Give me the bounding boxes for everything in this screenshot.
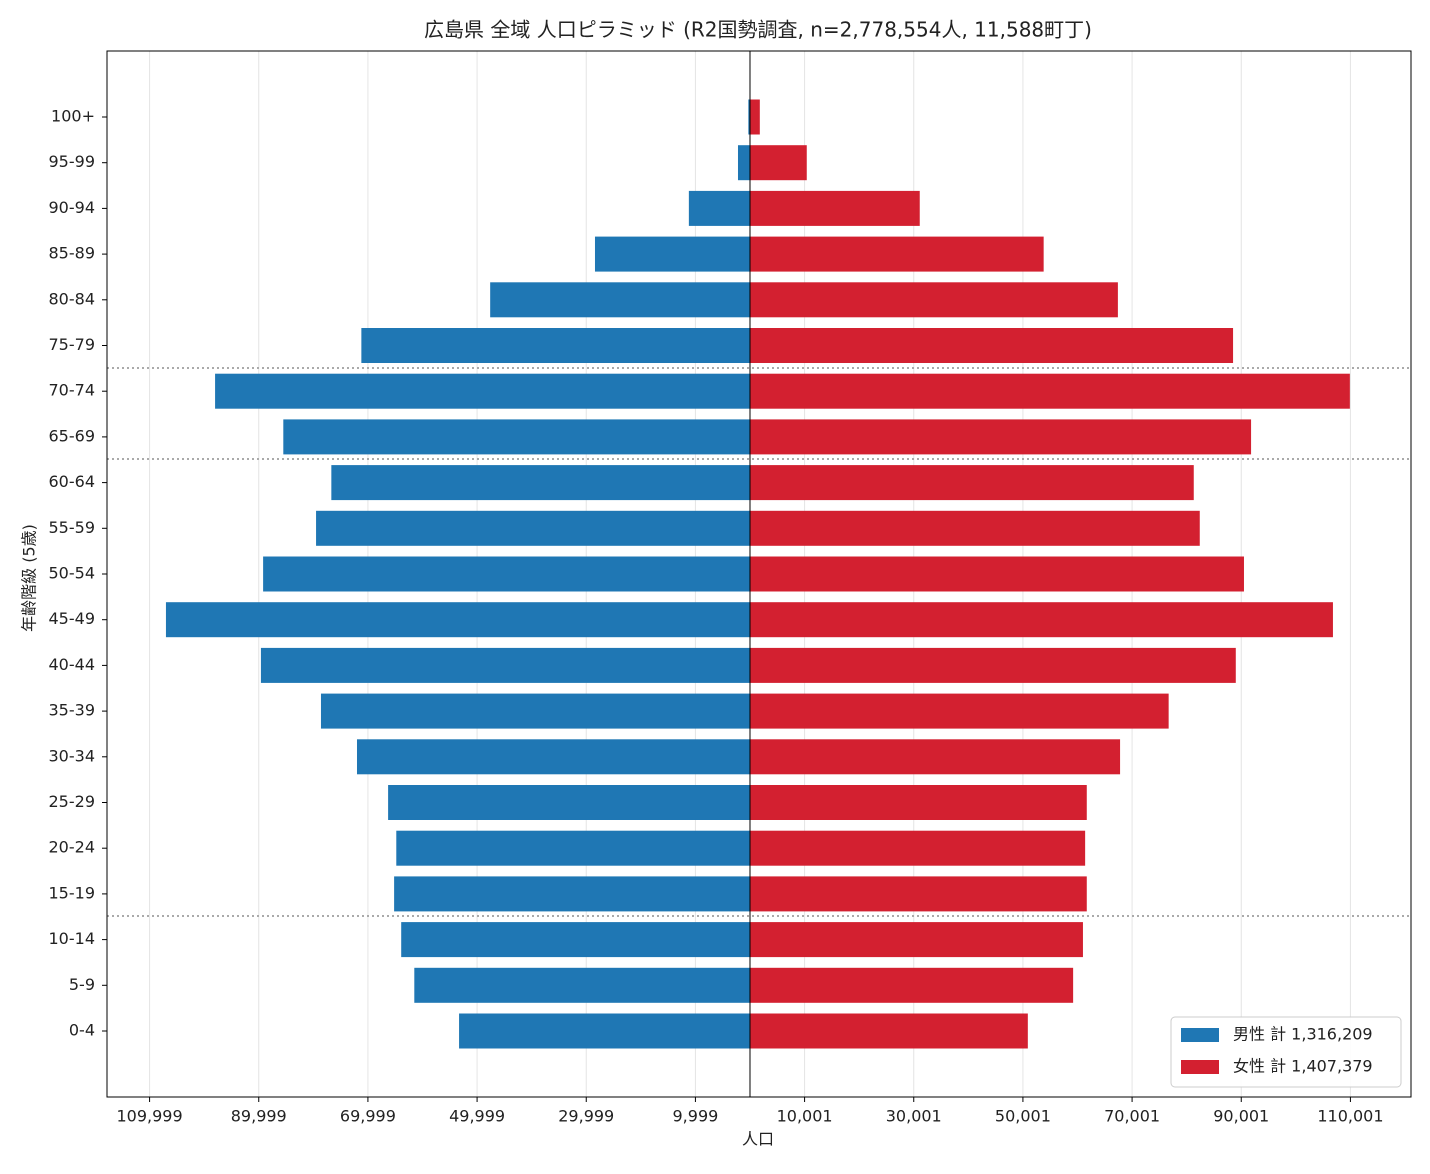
y-tick-label: 20-24 [49, 838, 96, 857]
legend-box [1170, 1016, 1402, 1088]
y-tick-label: 0-4 [69, 1021, 95, 1040]
y-tick-label: 10-14 [49, 929, 96, 948]
x-tick-label: 110,001 [1317, 1107, 1383, 1126]
legend-label: 男性 計 1,316,209 [1233, 1025, 1373, 1044]
x-tick-label: 10,001 [777, 1107, 833, 1126]
bar [749, 1013, 1028, 1049]
bar [401, 922, 750, 958]
x-tick-label: 50,001 [995, 1107, 1051, 1126]
bar [749, 876, 1087, 912]
bar [361, 328, 750, 363]
bar [749, 373, 1350, 409]
bar [749, 419, 1252, 455]
bar [749, 145, 807, 181]
x-tick-label: 69,999 [340, 1107, 396, 1126]
bar [283, 419, 750, 455]
y-tick-label: 50-54 [49, 564, 96, 583]
bar [749, 282, 1118, 318]
bar [388, 785, 750, 820]
bar [749, 236, 1044, 272]
x-tick-label: 30,001 [886, 1107, 942, 1126]
y-tick-label: 45-49 [49, 609, 96, 628]
y-tick-label: 60-64 [49, 472, 96, 491]
bar [749, 739, 1121, 775]
y-tick-label: 95-99 [49, 152, 96, 171]
bar [749, 99, 760, 135]
y-tick-label: 80-84 [49, 289, 96, 308]
bar [394, 876, 750, 912]
bar [749, 967, 1074, 1003]
bars [165, 99, 1350, 1049]
bar [748, 99, 750, 135]
legend-swatch [1181, 1060, 1219, 1074]
bar [320, 693, 750, 729]
bar [749, 647, 1236, 683]
y-tick-label: 85-89 [49, 244, 96, 263]
y-tick-label: 75-79 [49, 335, 96, 354]
y-tick-label: 90-94 [49, 198, 96, 217]
bar [749, 922, 1083, 958]
x-tick-label: 49,999 [449, 1107, 505, 1126]
y-tick-label: 30-34 [49, 746, 96, 765]
x-axis-label: 人口 [742, 1130, 774, 1149]
bar [260, 647, 750, 683]
y-tick-label: 25-29 [49, 792, 96, 811]
bar [215, 373, 750, 409]
y-axis-label: 年齢階級 (5歳) [20, 524, 39, 632]
bar [165, 602, 750, 638]
y-tick-label: 35-39 [49, 701, 96, 720]
bar [749, 510, 1200, 546]
chart-title: 広島県 全域 人口ピラミッド (R2国勢調査, n=2,778,554人, 11… [424, 18, 1092, 42]
x-tick-label: 70,001 [1104, 1107, 1160, 1126]
bar [688, 190, 750, 226]
bar [749, 602, 1333, 638]
y-tick-label: 100+ [51, 107, 95, 126]
y-tick-label: 40-44 [49, 655, 96, 674]
legend-swatch [1181, 1028, 1219, 1042]
bar [594, 236, 750, 272]
x-tick-label: 29,999 [558, 1107, 614, 1126]
y-tick-label: 55-59 [49, 518, 96, 537]
bar [749, 556, 1244, 592]
bar [749, 465, 1194, 501]
bar [737, 145, 750, 181]
x-tick-label: 9,999 [673, 1107, 719, 1126]
x-tick-label: 109,999 [116, 1107, 182, 1126]
bar [459, 1013, 750, 1049]
bar [356, 739, 750, 775]
bar [749, 190, 920, 226]
x-tick-label: 89,999 [231, 1107, 287, 1126]
legend-label: 女性 計 1,407,379 [1233, 1057, 1373, 1076]
bar [490, 282, 750, 318]
bar [396, 830, 750, 866]
bar [263, 556, 750, 592]
bar [749, 785, 1087, 820]
y-tick-label: 65-69 [49, 426, 96, 445]
x-tick-label: 90,001 [1213, 1107, 1269, 1126]
bar [414, 967, 750, 1003]
bar [749, 328, 1234, 363]
y-tick-label: 70-74 [49, 381, 96, 400]
bar [749, 693, 1169, 729]
bar [749, 830, 1086, 866]
bar [316, 510, 750, 546]
y-tick-label: 15-19 [49, 883, 96, 902]
y-tick-label: 5-9 [69, 975, 95, 994]
bar [331, 465, 750, 501]
